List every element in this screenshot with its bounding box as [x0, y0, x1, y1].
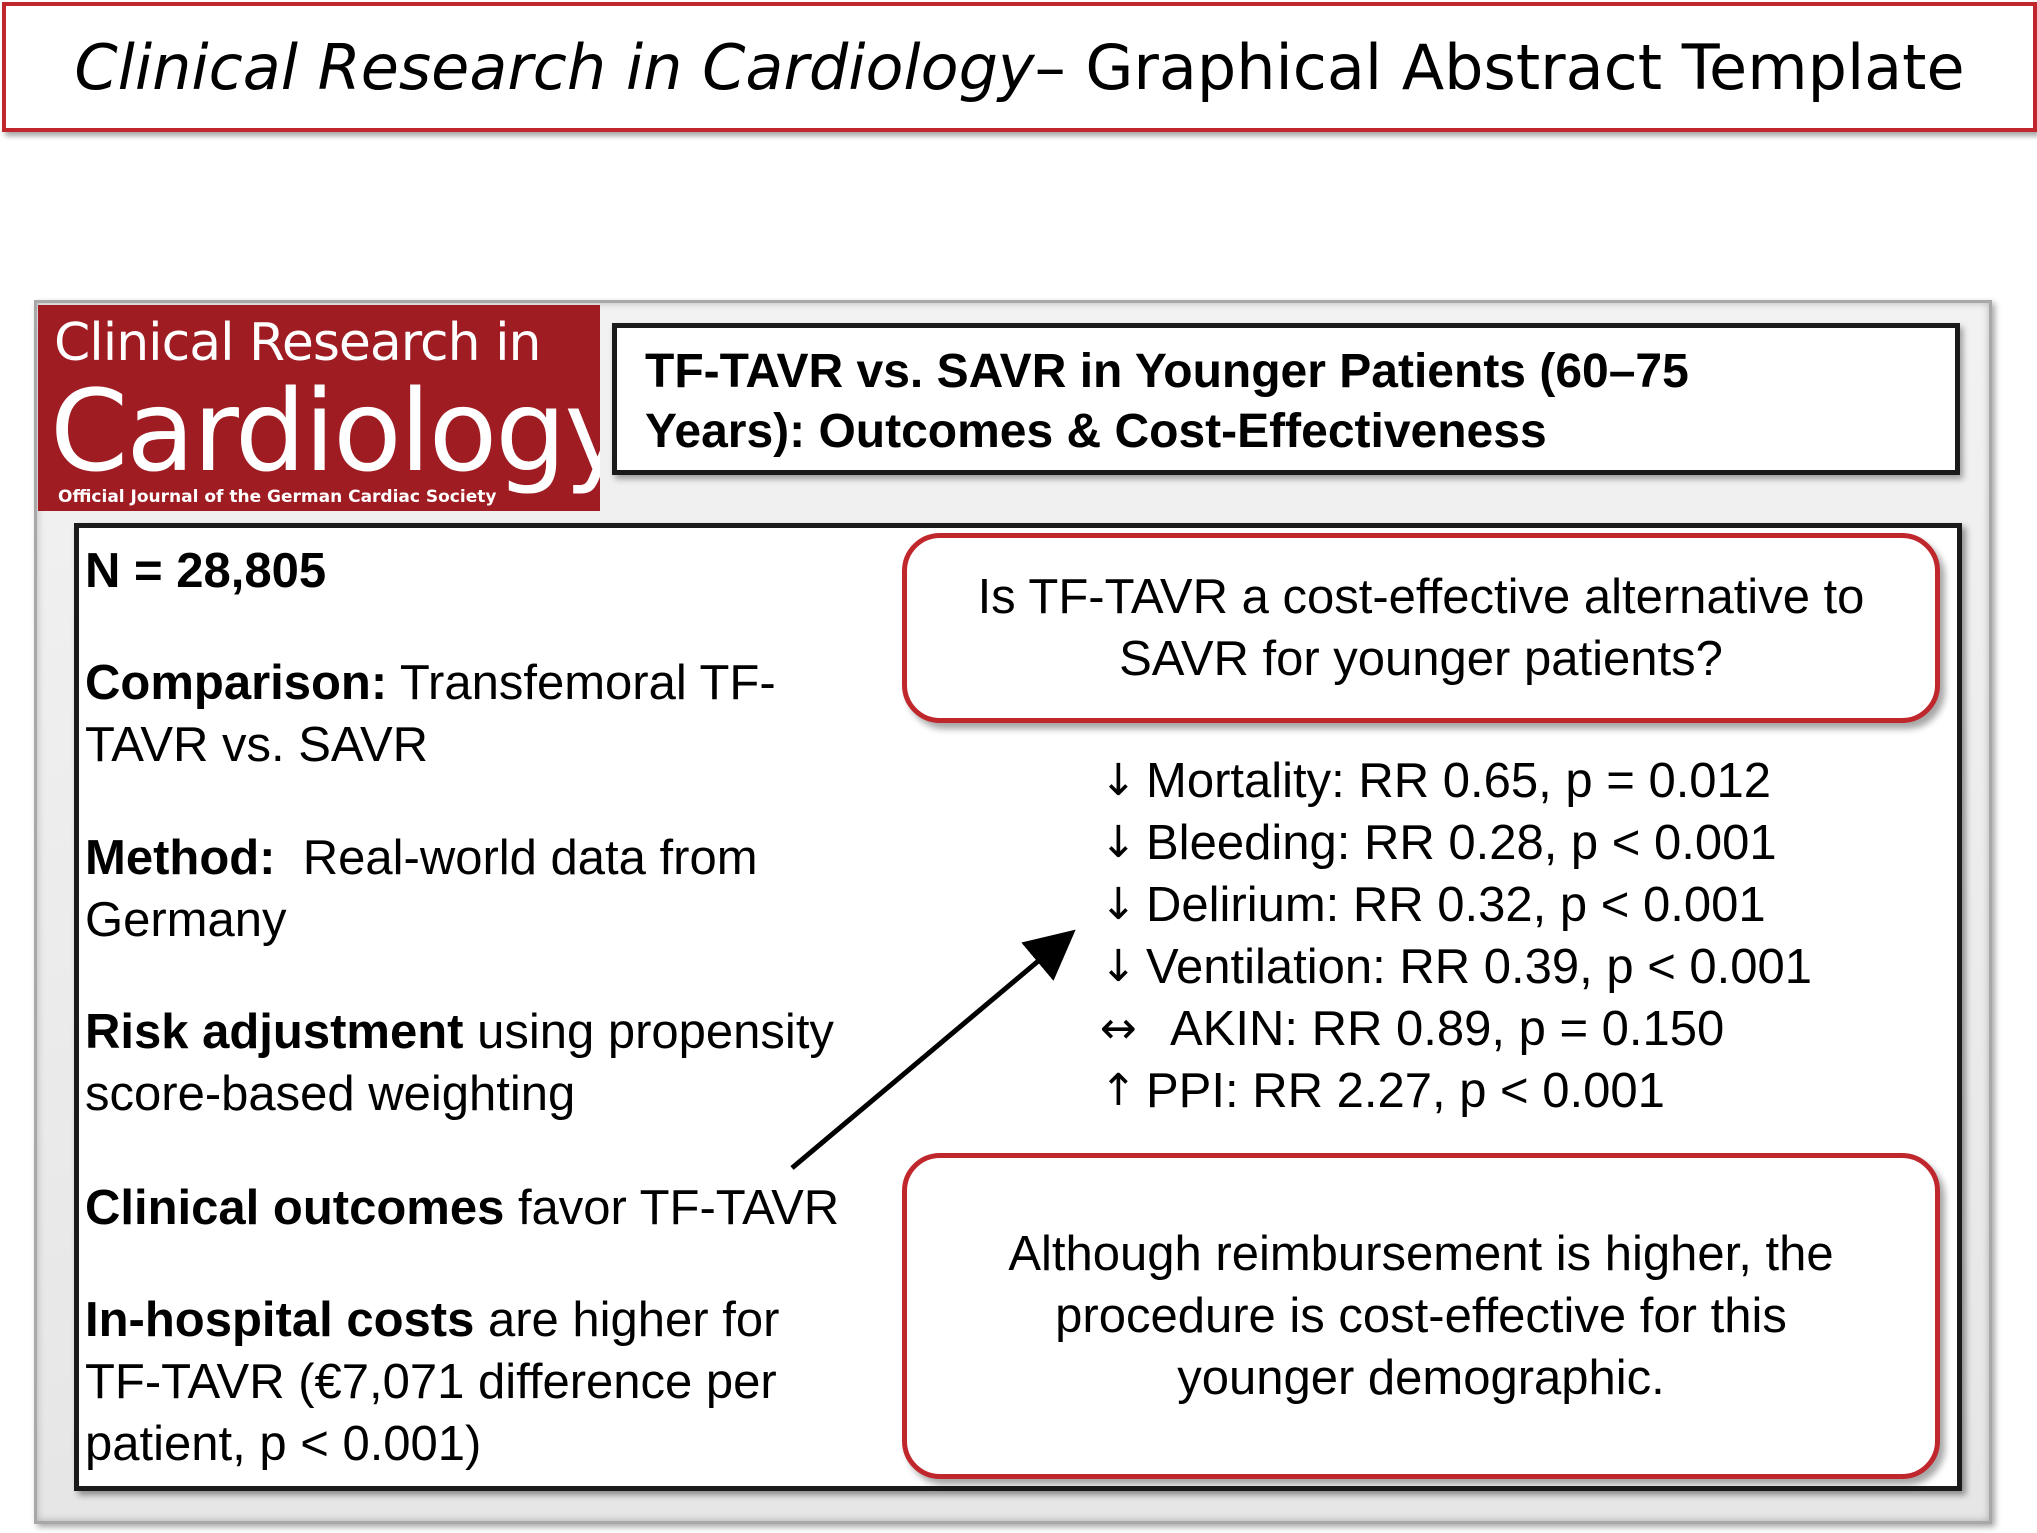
- outcome-text: Bleeding: RR 0.28, p < 0.001: [1146, 816, 1777, 870]
- comparison-text-2: TAVR vs. SAVR: [85, 718, 429, 772]
- title-line-2: Years): Outcomes & Cost-Effectiveness: [645, 405, 1547, 458]
- outcome-row: ↓ Ventilation: RR 0.39, p < 0.001: [1100, 936, 1812, 998]
- abstract-title: TF-TAVR vs. SAVR in Younger Patients (60…: [612, 323, 1960, 475]
- method-text-1: Real-world data from: [275, 831, 758, 885]
- header-subtitle: – Graphical Abstract Template: [1034, 30, 1965, 104]
- clinical-label: Clinical outcomes: [85, 1181, 505, 1235]
- costs-text-3: patient, p < 0.001): [85, 1417, 482, 1471]
- costs-text-2: TF-TAVR (€7,071 difference per: [85, 1355, 777, 1409]
- arrow-down-icon: ↓: [1100, 817, 1137, 868]
- outcome-row: ↔ AKIN: RR 0.89, p = 0.150: [1100, 998, 1812, 1060]
- arrow-down-icon: ↓: [1100, 755, 1137, 806]
- research-question: Is TF-TAVR a cost-effective alternative …: [902, 533, 1940, 723]
- comparison-text-1: Transfemoral TF-: [387, 656, 776, 710]
- clinical-text: favor TF-TAVR: [504, 1181, 840, 1235]
- logo-tagline: Official Journal of the German Cardiac S…: [58, 487, 497, 507]
- comparison-label: Comparison:: [85, 656, 388, 710]
- risk-text-1: using propensity: [463, 1005, 834, 1059]
- arrow-both-icon: ↔: [1100, 1003, 1137, 1054]
- outcome-text: PPI: RR 2.27, p < 0.001: [1146, 1064, 1665, 1118]
- arrow-up-icon: ↑: [1100, 1065, 1137, 1116]
- outcome-row: ↑ PPI: RR 2.27, p < 0.001: [1100, 1060, 1812, 1122]
- outcome-text: Delirium: RR 0.32, p < 0.001: [1146, 878, 1766, 932]
- method-text-2: Germany: [85, 893, 287, 947]
- conclusion-line-3: younger demographic.: [1177, 1351, 1665, 1405]
- method-block: Method: Real-world data from Germany: [85, 827, 758, 951]
- logo-line-1: Clinical Research in: [54, 313, 541, 373]
- risk-text-2: score-based weighting: [85, 1067, 576, 1121]
- outcome-text: Mortality: RR 0.65, p = 0.012: [1146, 754, 1772, 808]
- outcome-row: ↓ Delirium: RR 0.32, p < 0.001: [1100, 874, 1812, 936]
- question-line-1: Is TF-TAVR a cost-effective alternative …: [977, 570, 1865, 624]
- risk-label: Risk adjustment: [85, 1005, 464, 1059]
- conclusion-line-1: Although reimbursement is higher, the: [1008, 1227, 1834, 1281]
- clinical-block: Clinical outcomes favor TF-TAVR: [85, 1177, 839, 1239]
- method-label: Method:: [85, 831, 276, 885]
- journal-name: Clinical Research in Cardiology: [74, 30, 1035, 104]
- logo-line-2: Cardiology: [50, 367, 600, 497]
- template-header: Clinical Research in Cardiology – Graphi…: [2, 2, 2037, 132]
- risk-block: Risk adjustment using propensity score-b…: [85, 1001, 834, 1125]
- conclusion-box: Although reimbursement is higher, the pr…: [902, 1153, 1940, 1479]
- comparison-block: Comparison: Transfemoral TF- TAVR vs. SA…: [85, 652, 776, 776]
- outcome-text: Ventilation: RR 0.39, p < 0.001: [1146, 940, 1813, 994]
- costs-label: In-hospital costs: [85, 1293, 475, 1347]
- arrow-down-icon: ↓: [1100, 941, 1137, 992]
- costs-text-1: are higher for: [474, 1293, 780, 1347]
- costs-block: In-hospital costs are higher for TF-TAVR…: [85, 1289, 779, 1475]
- sample-size-text: N = 28,805: [85, 544, 327, 598]
- sample-size: N = 28,805: [85, 540, 326, 602]
- outcome-row: ↓ Mortality: RR 0.65, p = 0.012: [1100, 750, 1812, 812]
- question-line-2: SAVR for younger patients?: [1119, 632, 1723, 686]
- conclusion-line-2: procedure is cost-effective for this: [1055, 1289, 1787, 1343]
- outcomes-list: ↓ Mortality: RR 0.65, p = 0.012 ↓ Bleeding…: [1100, 750, 1812, 1122]
- outcome-row: ↓ Bleeding: RR 0.28, p < 0.001: [1100, 812, 1812, 874]
- arrow-down-icon: ↓: [1100, 879, 1137, 930]
- journal-logo: Clinical Research in Cardiology Official…: [38, 305, 600, 511]
- title-line-1: TF-TAVR vs. SAVR in Younger Patients (60…: [645, 345, 1689, 398]
- outcome-text: AKIN: RR 0.89, p = 0.150: [1170, 1002, 1725, 1056]
